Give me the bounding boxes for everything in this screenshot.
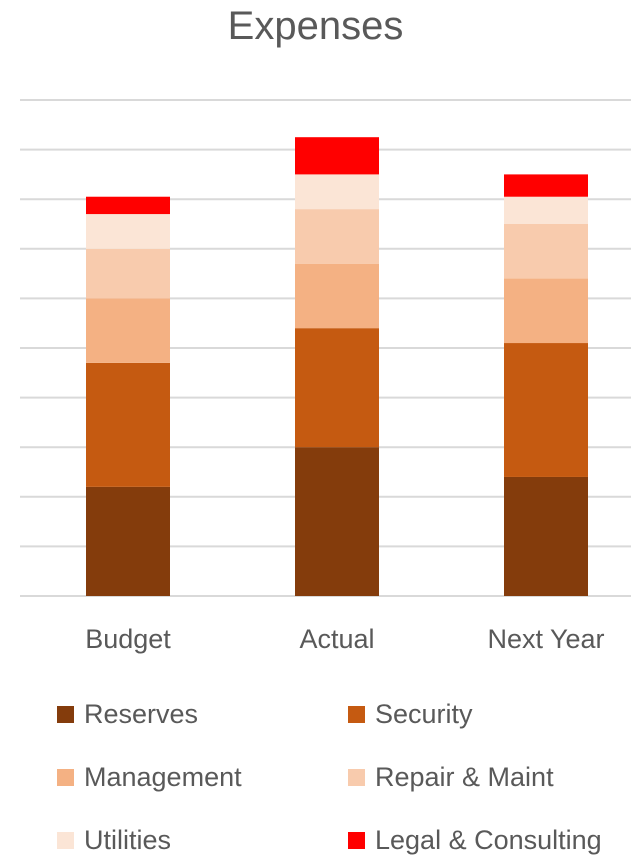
legend-label: Repair & Maint [375,761,554,792]
bar-segment [504,278,588,344]
legend-swatch [57,705,74,723]
legend-label: Legal & Consulting [375,824,602,855]
chart-title: Expenses [227,4,404,48]
bar-segment [86,214,170,249]
legend-item: Legal & Consulting [348,820,602,860]
legend-swatch [57,768,74,786]
bar-segment [504,196,588,224]
legend-item: Security [348,694,473,734]
bar-segment [86,248,170,299]
legend-item: Utilities [57,820,171,860]
category-label: Budget [85,624,171,654]
legend-label: Reserves [84,698,199,729]
bar-segment [86,196,170,215]
bar-segment [295,328,379,448]
bar-segment [86,362,170,487]
legend: Reserves Security Management Repair & Maint… [0,690,631,856]
legend-swatch [348,831,365,849]
legend-label: Security [375,698,473,729]
category-label: Next Year [487,624,604,654]
bar-segment [504,174,588,197]
bar-segment [295,209,379,264]
bar-segment [504,224,588,279]
legend-label: Utilities [84,824,172,855]
legend-swatch [348,768,365,786]
legend-item: Reserves [57,694,198,734]
bar-segment [295,137,379,175]
bar-segment [86,486,170,596]
legend-swatch [57,831,74,849]
legend-swatch [348,705,365,723]
bar-segment [504,343,588,477]
bar-segment [295,263,379,329]
bar-segment [86,298,170,363]
category-label: Actual [299,624,374,654]
plot-area: Budget Actual Next Year [20,99,631,654]
legend-item: Repair & Maint [348,757,554,797]
bar-segment [295,174,379,210]
legend-item: Management [57,757,242,797]
bar-segment [504,476,588,596]
bar-segment [295,447,379,596]
legend-label: Management [84,761,242,792]
